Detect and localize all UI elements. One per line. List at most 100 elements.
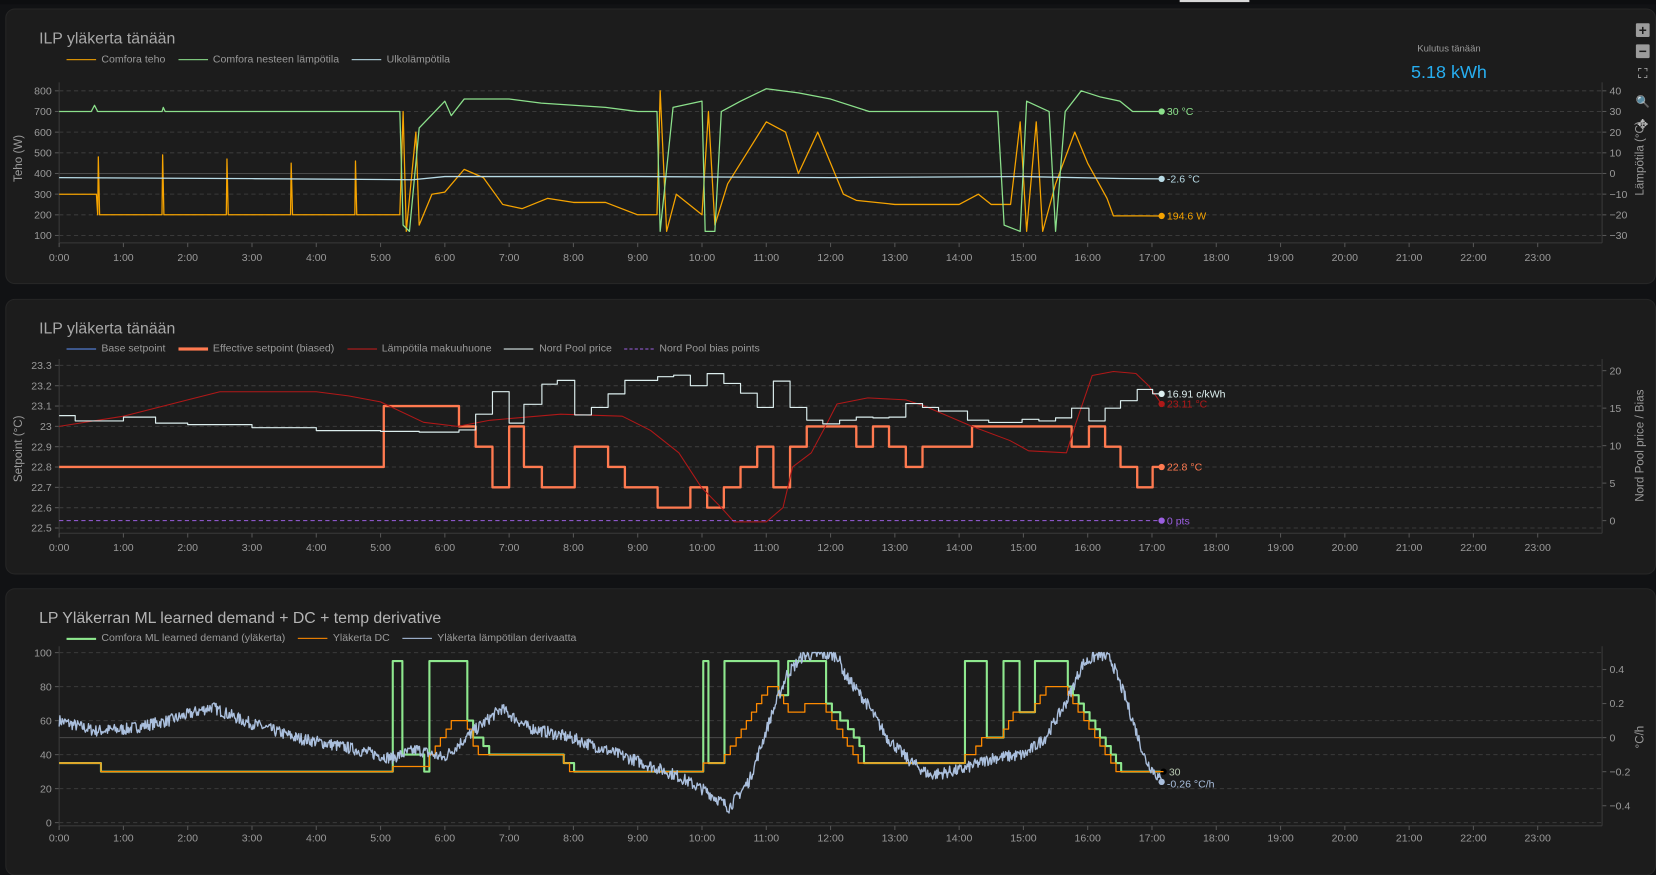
y-tick-label-right: 15 [1609,403,1621,415]
legend-label: Lämpötila makuuhuone [381,343,492,355]
y-tick-label-left: 23.3 [31,360,52,372]
series-end-marker [1158,212,1165,220]
x-tick-label: 14:00 [946,542,973,554]
legend-item-derivaatta[interactable]: Yläkerta lämpötilan derivaatta [402,632,577,645]
panel-title: ILP yläkerta tänään [39,319,176,338]
x-tick-label: 4:00 [306,252,327,264]
legend-swatch [624,348,655,350]
series-end-marker [1158,390,1165,397]
series-line-1[interactable] [59,88,1162,233]
legend-swatch [402,637,433,639]
x-tick-label: 15:00 [1010,542,1037,554]
series-end-marker [1160,768,1167,775]
x-tick-label: 4:00 [306,833,327,845]
x-tick-label: 2:00 [177,252,198,264]
series-line-1[interactable] [59,685,1164,773]
chart-2[interactable]: 100 80 60 40 20 0 0.4 0.2 0 −0.2 −0.4 0:00 1:00 2:00 3… [34,646,1630,845]
x-tick-label: 12:00 [817,542,844,554]
series-end-label: 0 pts [1167,515,1190,527]
series-end-marker [1158,517,1165,524]
y-tick-label-right: −10 [1609,189,1627,201]
active-tab-indicator[interactable] [1179,0,1250,3]
x-tick-label: 23:00 [1524,542,1551,554]
legend-item-nord-pool-bias[interactable]: Nord Pool bias points [624,343,760,355]
x-tick-label: 8:00 [563,542,584,554]
legend-swatch [504,348,534,350]
x-tick-label: 22:00 [1460,833,1487,845]
legend-item-ulkolampotila[interactable]: Ulkolämpötila [351,54,450,65]
legend-item-nesteen-lampotila[interactable]: Comfora nesteen lämpötila [178,53,340,66]
series-line-0[interactable] [59,659,1164,773]
x-tick-label: 17:00 [1139,542,1166,554]
series-line-2[interactable] [59,175,1162,181]
y-tick-label-right: 0.4 [1609,664,1624,676]
zoom-select-icon[interactable]: 🔍 [1635,96,1651,109]
legend-swatch [297,637,328,639]
x-tick-label: 0:00 [49,252,70,264]
y-tick-label-left: 20 [40,783,52,795]
chart-1[interactable]: 23.3 23.2 23.1 23 22.9 22.8 22.7 22.6 22.5 20 15 10… [31,359,1621,554]
x-tick-label: 3:00 [242,542,263,554]
x-tick-label: 13:00 [882,833,909,845]
legend-label: Comfora teho [101,53,166,66]
x-tick-label: 20:00 [1332,542,1359,554]
legend-label: Comfora nesteen lämpötila [212,53,340,66]
legend: Comfora ML learned demand (yläkerta) Ylä… [66,632,577,645]
y-tick-label-right: 20 [1609,127,1621,139]
x-tick-label: 13:00 [882,542,909,554]
panel-title: LP Yläkerran ML learned demand + DC + te… [39,609,442,628]
series-line-2[interactable] [59,373,1162,433]
legend-item-comfora-teho[interactable]: Comfora teho [66,53,166,66]
legend-item-lampotila-makuuhuone[interactable]: Lämpötila makuuhuone [346,343,492,355]
x-tick-label: 19:00 [1267,252,1294,264]
top-bar [0,0,1656,5]
zoom-in-icon[interactable]: + [1635,23,1650,37]
series-end-marker [1158,778,1165,786]
series-end-marker [1158,463,1165,471]
x-tick-label: 9:00 [627,833,648,845]
chart-0[interactable]: 800700600500400300200100403020100−10−20−… [34,82,1628,264]
legend-label: Nord Pool price [539,343,612,355]
legend-swatch [351,59,382,61]
x-tick-label: 5:00 [370,833,391,845]
x-tick-label: 20:00 [1332,833,1359,845]
legend-swatch [178,59,208,61]
series-line-0[interactable] [59,90,1162,233]
zoom-out-icon[interactable]: − [1635,44,1650,58]
y-tick-label-right: 10 [1609,440,1621,452]
x-tick-label: 18:00 [1203,252,1230,264]
legend-item-base-setpoint[interactable]: Base setpoint [66,343,166,355]
x-tick-label: 6:00 [435,542,456,554]
x-tick-label: 17:00 [1139,252,1166,264]
reset-zoom-icon[interactable]: ⛶ [1637,65,1648,82]
x-tick-label: 7:00 [499,252,520,264]
y-tick-label-right: −30 [1609,230,1627,242]
legend-item-nord-pool-price[interactable]: Nord Pool price [504,343,612,355]
x-tick-label: 11:00 [753,542,779,554]
y-tick-label-left: 600 [34,127,52,139]
legend-label: Base setpoint [101,343,166,355]
legend-item-ml-demand[interactable]: Comfora ML learned demand (yläkerta) [66,633,285,644]
x-tick-label: 19:00 [1267,542,1294,554]
legend-item-ylakerta-dc[interactable]: Yläkerta DC [297,633,390,644]
series-line-2[interactable] [58,651,1163,814]
series-line-1[interactable] [59,370,1163,523]
legend-item-effective-setpoint[interactable]: Effective setpoint (biased) [178,343,334,355]
pan-icon[interactable]: ✥ [1637,116,1649,132]
y-tick-label-left: 200 [34,210,52,222]
y-tick-label-left: 60 [40,715,52,727]
legend-label: Yläkerta lämpötilan derivaatta [437,632,577,645]
x-tick-label: 1:00 [113,833,134,845]
legend-swatch [66,59,97,61]
series-end-label: 30 °C [1167,106,1194,118]
y-tick-label-right: −20 [1609,210,1627,222]
legend-swatch [346,348,377,350]
panel-title: ILP yläkerta tänään [39,29,176,48]
x-tick-label: 10:00 [689,542,716,554]
series-end-label: 16.91 c/kWh [1167,389,1226,401]
x-tick-label: 4:00 [306,542,327,554]
series-line-0[interactable] [59,404,1162,509]
x-tick-label: 18:00 [1203,542,1230,554]
x-tick-label: 11:00 [753,833,779,845]
